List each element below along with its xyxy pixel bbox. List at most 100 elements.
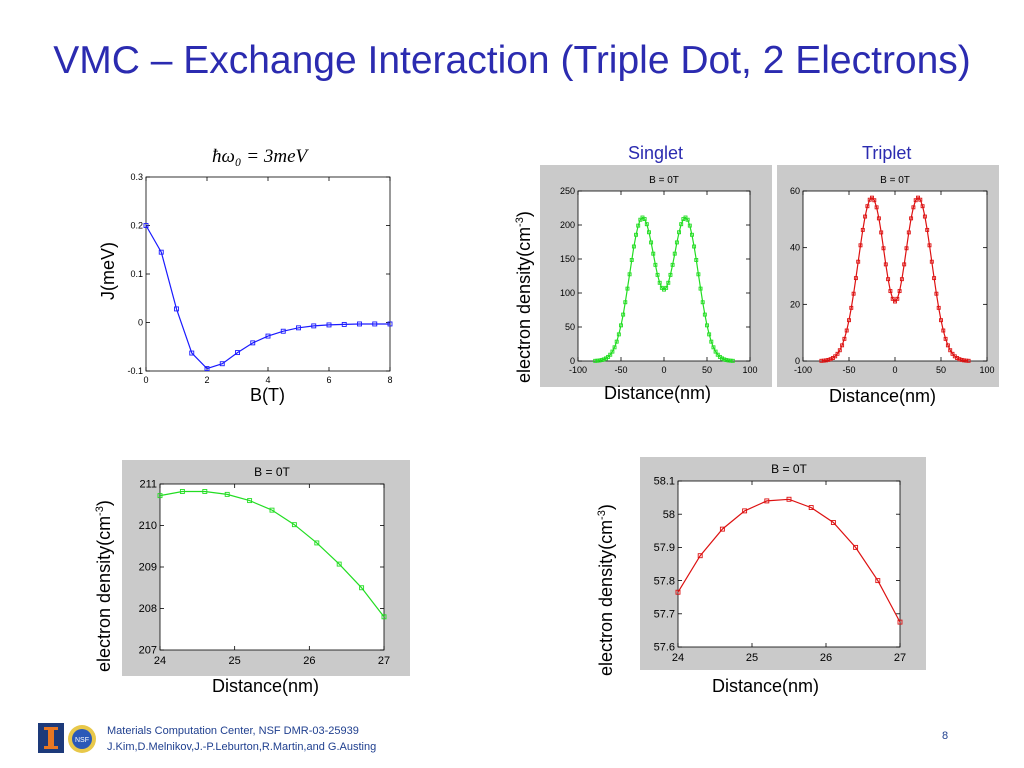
- singlet-point: [726, 358, 731, 363]
- singlet-point: [634, 232, 639, 237]
- singlet-point: [694, 258, 699, 262]
- singlet-point: [722, 357, 727, 362]
- singlet-point: [683, 215, 688, 220]
- triplet-zoom-ytick-label: 58.1: [654, 476, 675, 488]
- exchange-xlabel: B(T): [250, 385, 285, 405]
- triplet-zoom-ytick-label: 57.6: [654, 642, 675, 654]
- singlet-zoom-point: [224, 491, 230, 497]
- singlet-zoom-title: B = 0T: [254, 465, 290, 479]
- singlet-xtick-label: -50: [614, 365, 627, 375]
- exchange-point: [357, 321, 362, 327]
- triplet-xtick-label: 100: [979, 365, 994, 375]
- triplet-point: [888, 289, 893, 294]
- triplet-point: [844, 328, 849, 333]
- triplet-point: [962, 358, 966, 363]
- singlet-series-line: [595, 216, 733, 362]
- singlet-zoom-point: [359, 585, 365, 591]
- singlet-point: [642, 217, 647, 222]
- singlet-point: [610, 349, 615, 354]
- singlet-point: [713, 349, 718, 354]
- singlet-point: [593, 358, 598, 363]
- exchange-xtick-label: 0: [143, 375, 148, 385]
- singlet-point: [644, 222, 649, 227]
- triplet-ytick-label: 0: [795, 356, 800, 366]
- triplet-zoom-series-line: [677, 498, 901, 623]
- triplet-point: [909, 216, 914, 221]
- triplet-point: [874, 205, 879, 210]
- triplet-point: [893, 299, 897, 304]
- singlet-point: [619, 323, 623, 328]
- triplet-point: [943, 336, 948, 341]
- exchange-point: [326, 322, 332, 328]
- triplet-point: [918, 197, 923, 202]
- triplet-point: [925, 227, 930, 232]
- singlet-point: [601, 357, 606, 362]
- triplet-zoom-title: B = 0T: [771, 462, 807, 476]
- triplet-xtick-label: -100: [794, 365, 812, 375]
- triplet-xtick-label: 0: [892, 365, 897, 375]
- singlet-ytick-label: 100: [560, 288, 575, 298]
- triplet-point: [853, 276, 858, 281]
- triplet-point: [929, 259, 934, 264]
- singlet-point: [621, 312, 626, 317]
- exchange-point: [174, 306, 179, 312]
- triplet-point: [913, 198, 918, 203]
- singlet-point: [651, 251, 656, 256]
- singlet-zoom-ytick-label: 209: [139, 562, 157, 574]
- singlet-point: [672, 251, 677, 256]
- triplet-zoom-ytick-label: 57.8: [654, 575, 675, 587]
- exchange-point: [311, 323, 317, 329]
- exchange-point: [341, 321, 347, 327]
- singlet-point: [705, 323, 709, 328]
- singlet-ytick-label: 150: [560, 254, 575, 264]
- singlet-point: [692, 244, 697, 249]
- singlet-point: [696, 272, 701, 277]
- triplet-point: [883, 262, 888, 267]
- triplet-zoom-point: [853, 544, 859, 550]
- triplet-point: [833, 354, 838, 359]
- singlet-zoom-ytick-label: 210: [139, 520, 157, 532]
- exchange-ytick-label: 0: [138, 318, 143, 328]
- singlet-point: [631, 244, 636, 249]
- singlet-point: [616, 332, 621, 337]
- singlet-heading: Singlet: [628, 143, 684, 163]
- singlet-point: [657, 280, 662, 285]
- singlet-zoom-ytick-label: 207: [139, 645, 157, 657]
- triplet-zoom-point: [786, 496, 792, 502]
- singlet-ytick-label: 0: [570, 356, 575, 366]
- triplet-zoom-plot-area: [677, 480, 901, 648]
- singlet-zoom-point: [314, 540, 320, 546]
- triplet-point: [872, 198, 877, 203]
- exchange-point: [372, 321, 378, 327]
- singlet-point: [715, 352, 720, 357]
- triplet-zoom-point: [764, 498, 770, 504]
- triplet-point: [886, 277, 891, 282]
- singlet-ytick-label: 250: [560, 186, 575, 196]
- triplet-zoom-chart: B = 0T 24 25 26 27 57.6 57.7 57.8 57.9 58 58.1: [654, 462, 907, 664]
- triplet-zoom-point: [830, 520, 836, 525]
- singlet-point: [597, 358, 602, 363]
- singlet-point: [677, 230, 682, 235]
- singlet-point: [670, 262, 675, 267]
- exchange-xtick-label: 6: [326, 375, 331, 385]
- triplet-zoom-ytick-label: 57.9: [654, 542, 675, 554]
- singlet-ytick-label: 200: [560, 220, 575, 230]
- triplet-point: [927, 243, 932, 248]
- singlet-ylabel: electron density(cm-3): [514, 211, 534, 383]
- exchange-ylabel: J(meV): [98, 242, 118, 300]
- triplet-xlabel: Distance(nm): [829, 386, 937, 406]
- triplet-point: [964, 358, 969, 363]
- triplet-zoom-point: [675, 589, 681, 595]
- triplet-point: [842, 336, 847, 341]
- triplet-point: [948, 348, 953, 353]
- singlet-point: [698, 286, 703, 291]
- triplet-point: [865, 204, 870, 209]
- singlet-point: [595, 358, 600, 363]
- triplet-chart: B = 0T -100 -50 0 50 100 0 20 40 60: [790, 175, 995, 375]
- triplet-ytick-label: 20: [790, 299, 800, 309]
- singlet-point: [687, 223, 692, 228]
- singlet-zoom-xtick-label: 25: [229, 655, 241, 667]
- singlet-point: [612, 345, 617, 350]
- footer-credits: Materials Computation Center, NSF DMR-03…: [107, 723, 376, 755]
- exchange-xtick-label: 2: [204, 375, 209, 385]
